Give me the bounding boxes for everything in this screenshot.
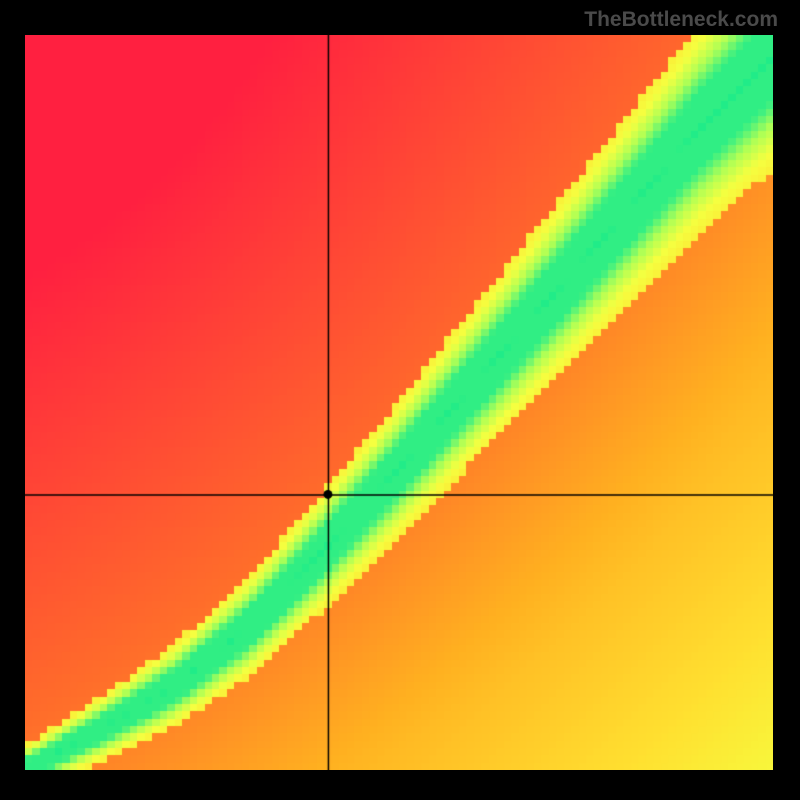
chart-container: TheBottleneck.com xyxy=(0,0,800,800)
watermark-text: TheBottleneck.com xyxy=(584,8,778,32)
plot-area xyxy=(25,35,773,770)
heatmap-canvas xyxy=(25,35,773,770)
